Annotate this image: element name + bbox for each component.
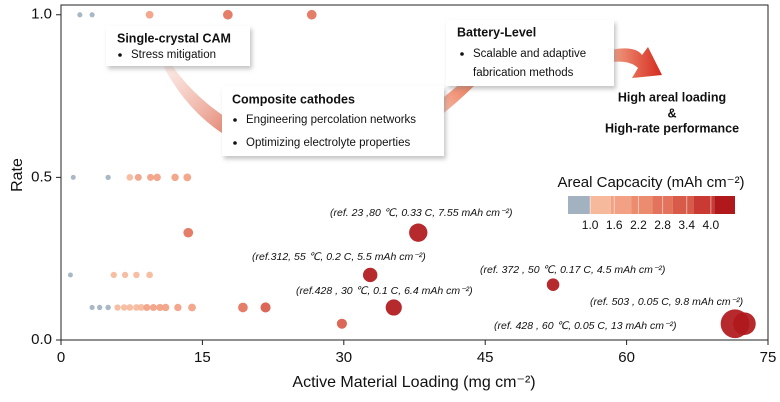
colorbar-tick-label: 2.2 — [630, 218, 647, 232]
data-point — [121, 271, 129, 279]
data-point — [126, 304, 134, 311]
data-point — [149, 303, 157, 311]
data-point — [183, 227, 194, 238]
callout-line: Engineering percolation networks — [246, 114, 416, 126]
data-point — [171, 173, 179, 182]
data-point — [120, 304, 128, 311]
x-tick-label: 45 — [477, 349, 494, 366]
data-point — [67, 272, 73, 278]
callout-title: High-rate performance — [605, 121, 739, 135]
colorbar-tick-label: 4.0 — [703, 218, 720, 232]
y-tick-label: 1.0 — [31, 6, 52, 23]
decorations — [106, 20, 662, 156]
data-point — [146, 271, 153, 279]
y-axis-label: Rate — [9, 158, 26, 192]
colorbar-tick-label: 3.4 — [678, 218, 695, 232]
x-tick-label: 60 — [618, 349, 635, 366]
data-point — [409, 223, 428, 242]
data-point — [147, 173, 155, 181]
data-point — [260, 302, 271, 313]
callout-line: fabrication methods — [473, 67, 574, 79]
data-point — [362, 267, 378, 283]
callout-title: & — [667, 106, 676, 120]
callout-box — [446, 20, 614, 86]
plot-frame — [60, 4, 769, 341]
bullet — [460, 52, 464, 56]
annotation: (ref. 503 , 0.05 C, 9.8 mAh cm⁻²) — [590, 296, 743, 308]
annotation: (ref.312, 55 ℃, 0.2 C, 5.5 mAh cm⁻²) — [252, 251, 426, 263]
data-point — [153, 173, 161, 182]
arrow-shape — [610, 47, 662, 78]
callout-box — [106, 26, 250, 66]
data-point — [77, 12, 83, 18]
y-tick-label: 0.0 — [31, 331, 52, 348]
data-point — [96, 304, 103, 311]
x-tick-label: 30 — [335, 349, 352, 366]
callout-title: Single-crystal CAM — [117, 31, 231, 45]
data-point — [143, 303, 151, 311]
colorbar-segment — [568, 196, 591, 214]
colorbar-tick-label: 1.6 — [606, 218, 623, 232]
data-point — [223, 9, 233, 20]
data-point — [174, 303, 182, 312]
data-point — [114, 304, 121, 311]
data-point — [238, 302, 248, 313]
data-point — [145, 10, 154, 19]
colorbar-title: Areal Capcacity (mAh cm⁻²) — [557, 174, 744, 191]
data-point — [126, 174, 134, 181]
data-point — [105, 174, 111, 181]
annotation: (ref. 428 , 60 ℃, 0.05 C, 13 mAh cm⁻²) — [494, 320, 676, 332]
data-point — [137, 304, 145, 311]
data-point — [156, 303, 164, 312]
data-point — [733, 312, 756, 336]
colorbar-segment — [693, 196, 715, 214]
callout-title: High areal loading — [618, 90, 726, 104]
data-point — [105, 304, 111, 311]
callout-title: Battery-Level — [457, 25, 536, 39]
annotation: (ref. 372 , 50 ℃, 0.17 C, 4.5 mAh cm⁻²) — [480, 264, 665, 276]
data-point — [306, 9, 317, 20]
data-point — [336, 318, 347, 329]
bullet — [233, 118, 237, 122]
x-tick-label: 0 — [57, 349, 65, 366]
callout-line: Scalable and adaptive — [473, 48, 586, 60]
data-point — [161, 303, 170, 312]
colorbar-tick-label: 1.0 — [582, 218, 599, 232]
colorbar-segment — [590, 196, 611, 214]
y-tick-label: 0.5 — [31, 168, 52, 185]
data-point — [89, 304, 95, 311]
callout-line: Stress mitigation — [131, 49, 216, 61]
data-point — [133, 304, 140, 311]
data-point — [188, 303, 196, 312]
arrow-shape — [160, 55, 230, 135]
colorbar-tick-label: 2.8 — [654, 218, 671, 232]
data-point — [110, 271, 117, 279]
callout-title: Composite cathodes — [232, 92, 355, 106]
data-point — [385, 299, 402, 316]
x-tick-label: 75 — [760, 349, 777, 366]
data-point — [70, 174, 76, 180]
data-point — [89, 12, 95, 18]
data-point — [183, 173, 192, 182]
colorbar-segment — [714, 196, 735, 214]
bullet — [118, 53, 122, 57]
bullet — [233, 141, 237, 145]
annotation: (ref.428 , 30 ℃, 0.1 C, 6.4 mAh cm⁻²) — [296, 285, 473, 297]
points — [67, 9, 756, 339]
data-point — [133, 271, 140, 279]
colorbar-segment — [631, 196, 653, 214]
annotation: (ref. 23 ,80 ℃, 0.33 C, 7.55 mAh cm⁻²) — [330, 207, 512, 219]
data-point — [134, 173, 142, 181]
colorbar-segment — [610, 196, 632, 214]
callout-line: Optimizing electrolyte properties — [246, 137, 411, 149]
data-point — [546, 278, 560, 291]
callout-box — [222, 86, 444, 156]
colorbar-segment — [672, 196, 694, 214]
x-tick-label: 15 — [194, 349, 211, 366]
x-axis-label: Active Material Loading (mg cm⁻²) — [292, 374, 535, 391]
